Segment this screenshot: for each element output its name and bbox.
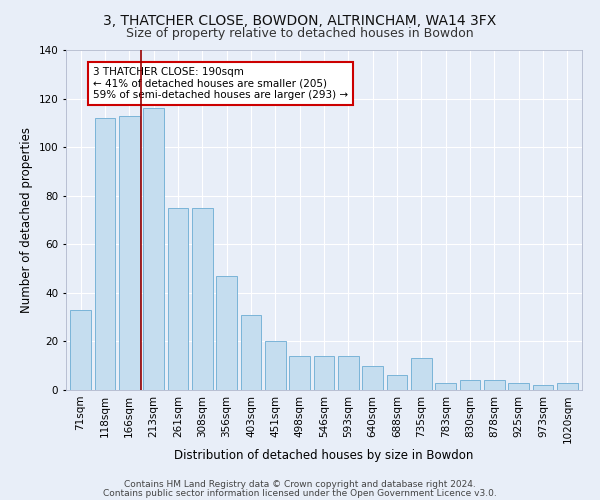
Bar (143, 108, 164, 390)
Text: 3 THATCHER CLOSE: 190sqm
← 41% of detached houses are smaller (205)
59% of semi-: 3 THATCHER CLOSE: 190sqm ← 41% of detach… (93, 67, 348, 100)
Bar (436, 382, 456, 390)
Text: Size of property relative to detached houses in Bowdon: Size of property relative to detached ho… (126, 28, 474, 40)
Bar (508, 382, 529, 390)
Bar (289, 356, 310, 390)
Bar (265, 342, 286, 390)
Bar (460, 380, 481, 390)
Bar (241, 314, 262, 390)
Bar (557, 382, 578, 390)
Bar (533, 385, 553, 390)
Bar (314, 356, 334, 390)
Bar (167, 208, 188, 390)
X-axis label: Distribution of detached houses by size in Bowdon: Distribution of detached houses by size … (175, 449, 473, 462)
Bar (70, 310, 91, 390)
Bar (484, 380, 505, 390)
Bar (362, 366, 383, 390)
Bar (119, 116, 140, 390)
Bar (411, 358, 432, 390)
Bar (95, 118, 115, 390)
Bar (192, 208, 212, 390)
Text: 3, THATCHER CLOSE, BOWDON, ALTRINCHAM, WA14 3FX: 3, THATCHER CLOSE, BOWDON, ALTRINCHAM, W… (103, 14, 497, 28)
Bar (386, 376, 407, 390)
Bar (216, 276, 237, 390)
Text: Contains public sector information licensed under the Open Government Licence v3: Contains public sector information licen… (103, 489, 497, 498)
Bar (338, 356, 359, 390)
Text: Contains HM Land Registry data © Crown copyright and database right 2024.: Contains HM Land Registry data © Crown c… (124, 480, 476, 489)
Y-axis label: Number of detached properties: Number of detached properties (20, 127, 33, 313)
